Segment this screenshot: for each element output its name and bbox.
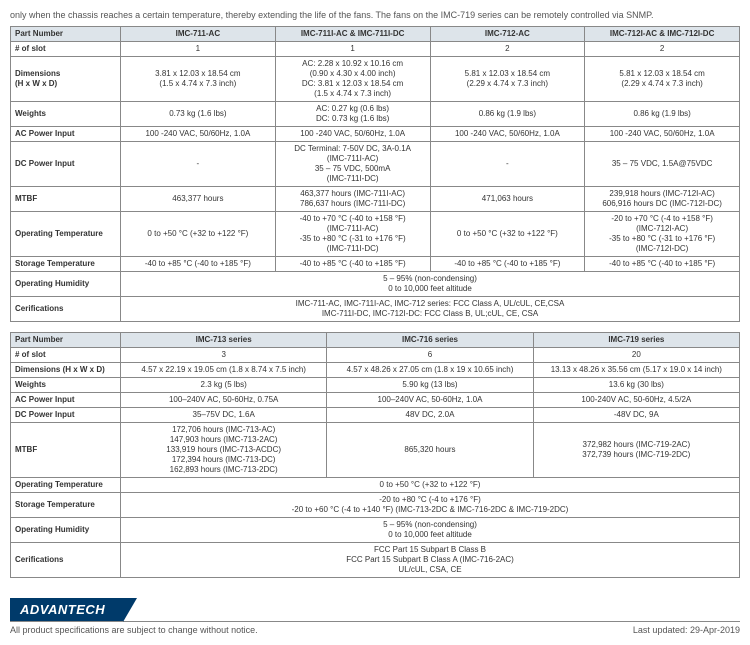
cell: -40 to +85 °C (-40 to +185 °F): [585, 257, 740, 272]
cell: -40 to +85 °C (-40 to +185 °F): [430, 257, 585, 272]
cell-spanned: 5 – 95% (non-condensing) 0 to 10,000 fee…: [121, 518, 740, 543]
cell: 35–75V DC, 1.6A: [121, 408, 327, 423]
cell: 1: [275, 42, 430, 57]
row-header: DC Power Input: [11, 408, 121, 423]
cell: -20 to +70 °C (-4 to +158 °F) (IMC-712I-…: [585, 212, 740, 257]
cell: 100 -240 VAC, 50/60Hz, 1.0A: [430, 127, 585, 142]
cell-spanned: -20 to +80 °C (-4 to +176 °F) -20 to +60…: [121, 493, 740, 518]
cell: 0.73 kg (1.6 lbs): [121, 102, 276, 127]
cell: 100 -240 VAC, 50/60Hz, 1.0A: [121, 127, 276, 142]
row-header: # of slot: [11, 348, 121, 363]
col-header: IMC-719 series: [533, 333, 739, 348]
cell: -: [121, 142, 276, 187]
cell: 372,982 hours (IMC-719-2AC) 372,739 hour…: [533, 423, 739, 478]
col-header: IMC-716 series: [327, 333, 533, 348]
row-header: # of slot: [11, 42, 121, 57]
cell: 48V DC, 2.0A: [327, 408, 533, 423]
page-footer: ADVANTECH All product specifications are…: [10, 598, 740, 635]
cell: 13.13 x 48.26 x 35.56 cm (5.17 x 19.0 x …: [533, 363, 739, 378]
cell: AC: 2.28 x 10.92 x 10.16 cm (0.90 x 4.30…: [275, 57, 430, 102]
row-header: Weights: [11, 378, 121, 393]
row-header: Weights: [11, 102, 121, 127]
row-header: Operating Temperature: [11, 478, 121, 493]
cell: 4.57 x 48.26 x 27.05 cm (1.8 x 19 x 10.6…: [327, 363, 533, 378]
cell: 100 -240 VAC, 50/60Hz, 1.0A: [585, 127, 740, 142]
cell: 20: [533, 348, 739, 363]
col-header: IMC-713 series: [121, 333, 327, 348]
cell: -: [430, 142, 585, 187]
cell-spanned: IMC-711-AC, IMC-711I-AC, IMC-712 series:…: [121, 297, 740, 322]
cell: 3.81 x 12.03 x 18.54 cm (1.5 x 4.74 x 7.…: [121, 57, 276, 102]
spec-table-1: Part NumberIMC-711-ACIMC-711I-AC & IMC-7…: [10, 26, 740, 322]
col-header: IMC-712I-AC & IMC-712I-DC: [585, 27, 740, 42]
col-header: IMC-712-AC: [430, 27, 585, 42]
row-header: MTBF: [11, 423, 121, 478]
cell: -40 to +85 °C (-40 to +185 °F): [275, 257, 430, 272]
col-header-partnumber: Part Number: [11, 333, 121, 348]
footer-updated: Last updated: 29-Apr-2019: [633, 625, 740, 635]
cell-spanned: FCC Part 15 Subpart B Class B FCC Part 1…: [121, 543, 740, 578]
row-header: DC Power Input: [11, 142, 121, 187]
cell: 3: [121, 348, 327, 363]
cell: -40 to +70 °C (-40 to +158 °F) (IMC-711I…: [275, 212, 430, 257]
row-header: AC Power Input: [11, 393, 121, 408]
col-header-partnumber: Part Number: [11, 27, 121, 42]
row-header: Operating Humidity: [11, 272, 121, 297]
cell: -40 to +85 °C (-40 to +185 °F): [121, 257, 276, 272]
row-header: Storage Temperature: [11, 257, 121, 272]
cell: 35 – 75 VDC, 1.5A@75VDC: [585, 142, 740, 187]
cell-spanned: 0 to +50 °C (+32 to +122 °F): [121, 478, 740, 493]
brand-logo: ADVANTECH: [10, 598, 123, 621]
cell: 100–240V AC, 50-60Hz, 0.75A: [121, 393, 327, 408]
row-header: Storage Temperature: [11, 493, 121, 518]
cell: 5.81 x 12.03 x 18.54 cm (2.29 x 4.74 x 7…: [585, 57, 740, 102]
cell: 865,320 hours: [327, 423, 533, 478]
cell: -48V DC, 9A: [533, 408, 739, 423]
intro-text: only when the chassis reaches a certain …: [10, 10, 740, 20]
row-header: Operating Temperature: [11, 212, 121, 257]
cell: 100 -240 VAC, 50/60Hz, 1.0A: [275, 127, 430, 142]
row-header: AC Power Input: [11, 127, 121, 142]
cell: 0.86 kg (1.9 lbs): [430, 102, 585, 127]
cell: 0 to +50 °C (+32 to +122 °F): [121, 212, 276, 257]
row-header: MTBF: [11, 187, 121, 212]
cell: 2: [585, 42, 740, 57]
cell: 172,706 hours (IMC-713-AC) 147,903 hours…: [121, 423, 327, 478]
cell: 239,918 hours (IMC-712I-AC) 606,916 hour…: [585, 187, 740, 212]
cell: 2.3 kg (5 lbs): [121, 378, 327, 393]
row-header: Operating Humidity: [11, 518, 121, 543]
col-header: IMC-711I-AC & IMC-711I-DC: [275, 27, 430, 42]
row-header: Dimensions (H x W x D): [11, 363, 121, 378]
cell: AC: 0.27 kg (0.6 lbs) DC: 0.73 kg (1.6 l…: [275, 102, 430, 127]
row-header: Cerifications: [11, 297, 121, 322]
cell: 5.90 kg (13 lbs): [327, 378, 533, 393]
cell: DC Terminal: 7-50V DC, 3A-0.1A (IMC-711I…: [275, 142, 430, 187]
spec-table-2: Part NumberIMC-713 seriesIMC-716 seriesI…: [10, 332, 740, 578]
cell-spanned: 5 – 95% (non-condensing) 0 to 10,000 fee…: [121, 272, 740, 297]
cell: 463,377 hours (IMC-711I-AC) 786,637 hour…: [275, 187, 430, 212]
cell: 463,377 hours: [121, 187, 276, 212]
cell: 5.81 x 12.03 x 18.54 cm (2.29 x 4.74 x 7…: [430, 57, 585, 102]
cell: 6: [327, 348, 533, 363]
row-header: Dimensions (H x W x D): [11, 57, 121, 102]
cell: 0.86 kg (1.9 lbs): [585, 102, 740, 127]
cell: 4.57 x 22.19 x 19.05 cm (1.8 x 8.74 x 7.…: [121, 363, 327, 378]
cell: 471,063 hours: [430, 187, 585, 212]
cell: 2: [430, 42, 585, 57]
footer-notice: All product specifications are subject t…: [10, 625, 258, 635]
row-header: Cerifications: [11, 543, 121, 578]
cell: 13.6 kg (30 lbs): [533, 378, 739, 393]
cell: 1: [121, 42, 276, 57]
cell: 100–240V AC, 50-60Hz, 1.0A: [327, 393, 533, 408]
cell: 0 to +50 °C (+32 to +122 °F): [430, 212, 585, 257]
cell: 100-240V AC, 50-60Hz, 4.5/2A: [533, 393, 739, 408]
col-header: IMC-711-AC: [121, 27, 276, 42]
